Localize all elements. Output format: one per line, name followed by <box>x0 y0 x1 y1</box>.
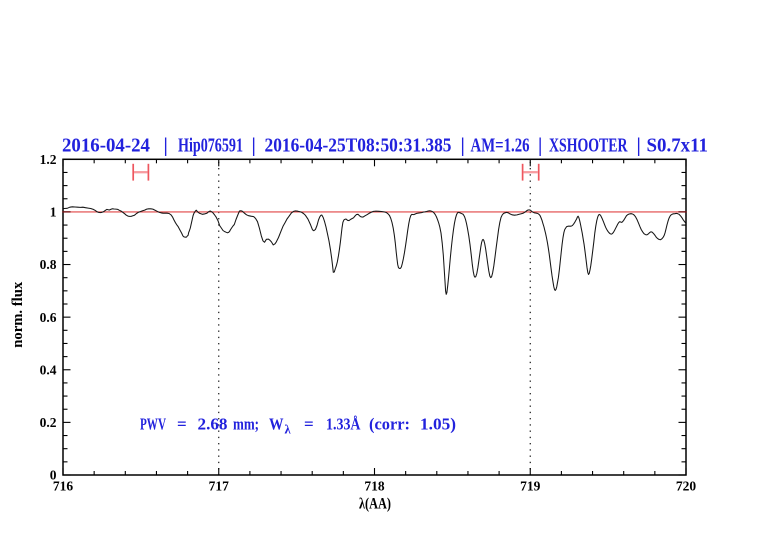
svg-text:|: | <box>538 136 542 157</box>
svg-text:2.68: 2.68 <box>198 415 228 434</box>
svg-text:0: 0 <box>50 468 57 483</box>
svg-text:mm;: mm; <box>233 415 259 434</box>
svg-text:norm. flux: norm. flux <box>10 281 26 347</box>
svg-text:PWV: PWV <box>140 415 166 434</box>
svg-text:=: = <box>177 415 187 434</box>
svg-text:XSHOOTER: XSHOOTER <box>549 136 628 157</box>
svg-text:W: W <box>269 415 284 434</box>
svg-text:718: 718 <box>364 479 385 494</box>
svg-text:717: 717 <box>209 479 230 494</box>
svg-text:S0.7x11: S0.7x11 <box>647 136 709 157</box>
svg-text:1.05): 1.05) <box>420 415 456 434</box>
svg-text:=: = <box>304 415 314 434</box>
svg-text:AM=1.26: AM=1.26 <box>471 136 530 157</box>
svg-text:2016-04-25T08:50:31.385: 2016-04-25T08:50:31.385 <box>265 136 452 157</box>
svg-text:Hip076591: Hip076591 <box>178 136 243 157</box>
svg-text:1.2: 1.2 <box>40 152 57 167</box>
svg-text:|: | <box>252 136 256 157</box>
svg-text:0.4: 0.4 <box>40 362 57 377</box>
svg-text:716: 716 <box>53 479 74 494</box>
svg-text:|: | <box>164 136 168 157</box>
svg-text:λ(AA): λ(AA) <box>359 496 391 513</box>
svg-text:|: | <box>461 136 465 157</box>
svg-text:(corr:: (corr: <box>369 415 410 434</box>
svg-text:0.6: 0.6 <box>40 310 57 325</box>
svg-text:0.2: 0.2 <box>40 415 57 430</box>
svg-text:1: 1 <box>50 205 57 220</box>
svg-text:719: 719 <box>520 479 541 494</box>
svg-text:1.33Å: 1.33Å <box>326 415 361 434</box>
svg-text:0.8: 0.8 <box>40 257 57 272</box>
svg-text:|: | <box>637 136 641 157</box>
svg-text:2016-04-24: 2016-04-24 <box>62 136 150 157</box>
svg-text:720: 720 <box>676 479 697 494</box>
svg-text:λ: λ <box>285 423 292 437</box>
